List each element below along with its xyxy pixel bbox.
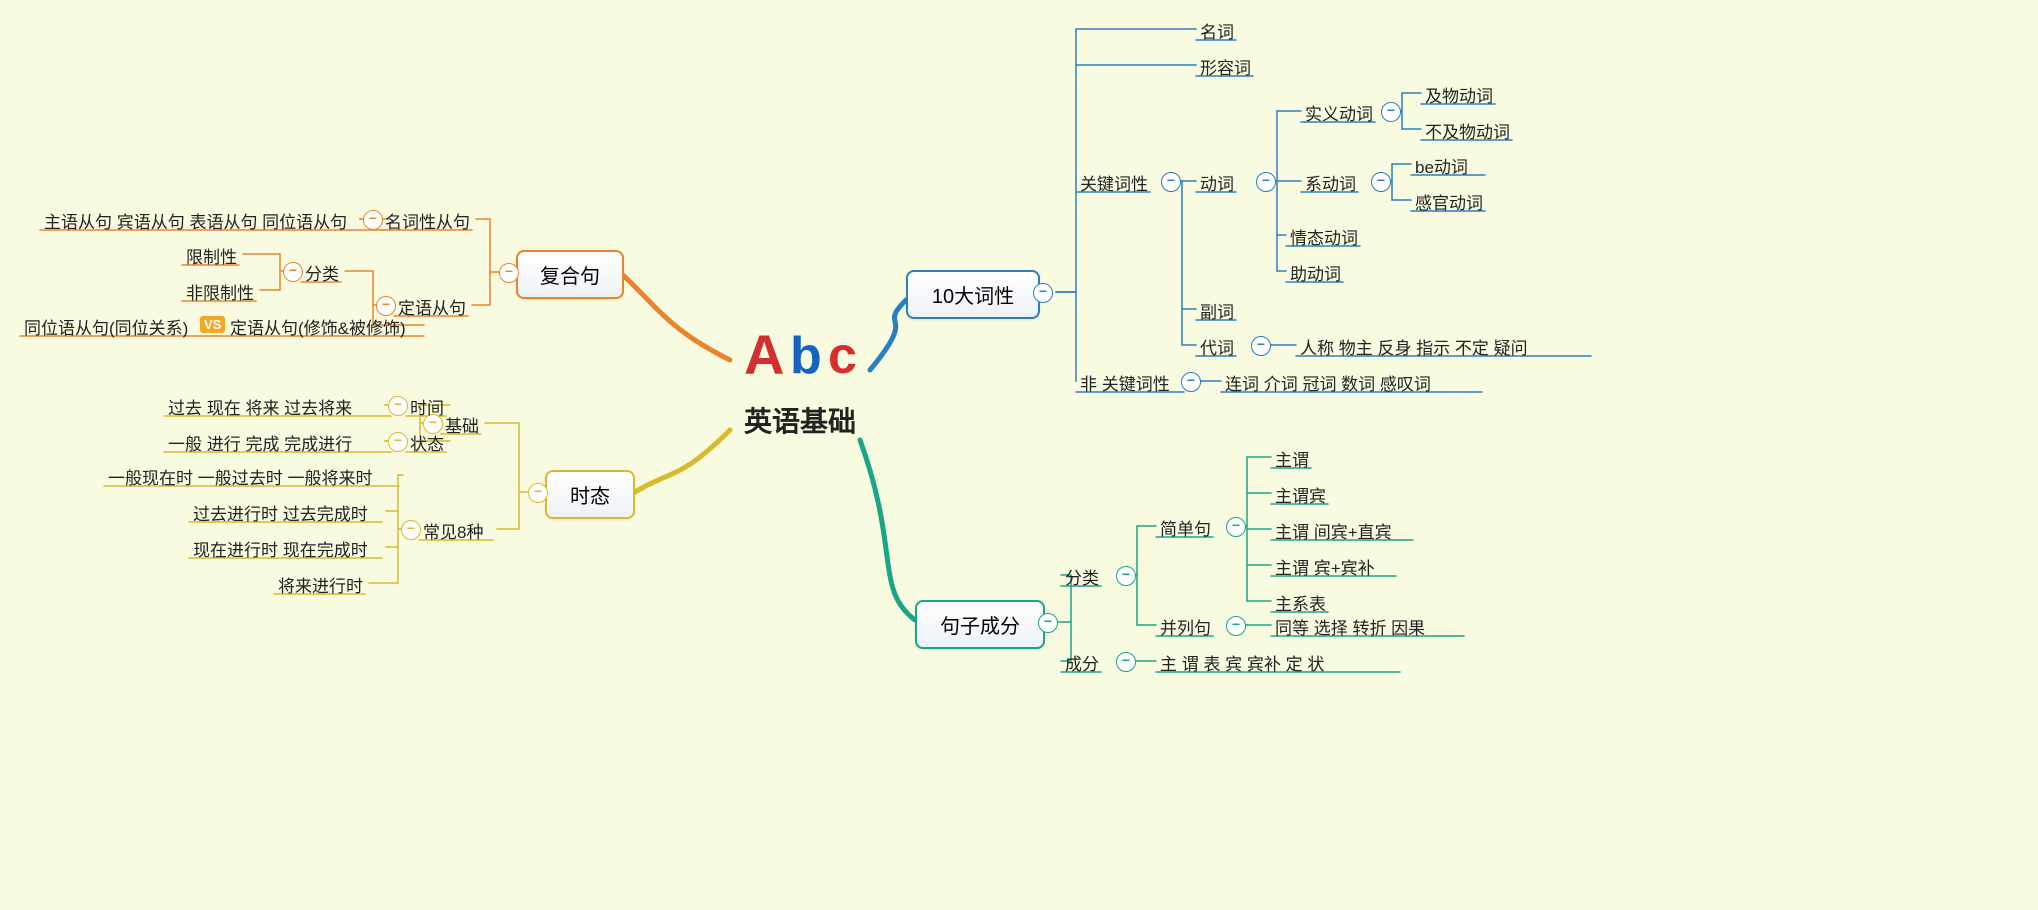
logo-letter-1: b	[790, 326, 822, 386]
node-分类: 分类	[1065, 564, 1099, 589]
node-将来进行时: 将来进行时	[278, 572, 363, 597]
logo-letter-2: c	[828, 326, 857, 386]
branch-10-pos[interactable]: 10大词性	[906, 270, 1040, 319]
collapse-简单句[interactable]: −	[1226, 517, 1246, 537]
logo-letter-0: A	[744, 322, 784, 387]
collapse-complex[interactable]: −	[499, 263, 519, 283]
node-主谓 宾+宾补: 主谓 宾+宾补	[1275, 554, 1375, 579]
collapse-非 关键词性[interactable]: −	[1181, 372, 1201, 392]
collapse-tense[interactable]: −	[528, 483, 548, 503]
node-实义动词: 实义动词	[1305, 100, 1373, 125]
node-分类: 分类	[305, 260, 339, 285]
node-人称 物主 反身 指示 不定 疑问: 人称 物主 反身 指示 不定 疑问	[1300, 334, 1528, 359]
collapse-分类[interactable]: −	[283, 262, 303, 282]
node-及物动词: 及物动词	[1425, 82, 1493, 107]
node-形容词: 形容词	[1200, 54, 1251, 79]
collapse-10pos[interactable]: −	[1033, 283, 1053, 303]
node-主系表: 主系表	[1275, 590, 1326, 615]
collapse-状态[interactable]: −	[388, 432, 408, 452]
node-感官动词: 感官动词	[1415, 189, 1483, 214]
node-非 关键词性: 非 关键词性	[1080, 370, 1170, 395]
node-现在进行时 现在完成时: 现在进行时 现在完成时	[193, 536, 368, 561]
collapse-分类[interactable]: −	[1116, 566, 1136, 586]
node-不及物动词: 不及物动词	[1425, 118, 1510, 143]
node-主谓 间宾+直宾: 主谓 间宾+直宾	[1275, 518, 1392, 543]
node-主 谓 表 宾 宾补 定 状: 主 谓 表 宾 宾补 定 状	[1160, 650, 1324, 675]
node-be动词: be动词	[1415, 153, 1468, 178]
branch-tense[interactable]: 时态	[545, 470, 635, 519]
vs-badge: VS	[200, 316, 225, 333]
node-定语从句: 定语从句	[398, 294, 466, 319]
node-主谓宾: 主谓宾	[1275, 482, 1326, 507]
node-状态: 状态	[410, 430, 444, 455]
node-连词 介词 冠词 数词 感叹词: 连词 介词 冠词 数词 感叹词	[1225, 370, 1431, 395]
vs-suffix: 定语从句(修饰&被修饰)	[230, 314, 406, 339]
node-关键词性: 关键词性	[1080, 170, 1148, 195]
node-名词: 名词	[1200, 18, 1234, 43]
node-时间: 时间	[410, 394, 444, 419]
node-一般现在时 一般过去时 一般将来时: 一般现在时 一般过去时 一般将来时	[108, 464, 372, 489]
node-非限制性: 非限制性	[186, 279, 254, 304]
node-基础: 基础	[445, 412, 479, 437]
node-主谓: 主谓	[1275, 446, 1309, 471]
node-过去 现在 将来 过去将来: 过去 现在 将来 过去将来	[168, 394, 352, 419]
node-限制性: 限制性	[186, 243, 237, 268]
node-成分: 成分	[1065, 650, 1099, 675]
collapse-关键词性[interactable]: −	[1161, 172, 1181, 192]
collapse-成分[interactable]: −	[1116, 652, 1136, 672]
node-主语从句 宾语从句 表语从句 同位语从句: 主语从句 宾语从句 表语从句 同位语从句	[44, 208, 347, 233]
collapse-sentence[interactable]: −	[1038, 613, 1058, 633]
collapse-常见8种[interactable]: −	[401, 520, 421, 540]
branch-sentence[interactable]: 句子成分	[915, 600, 1045, 649]
node-常见8种: 常见8种	[423, 518, 483, 543]
node-代词: 代词	[1200, 334, 1234, 359]
node-系动词: 系动词	[1305, 170, 1356, 195]
collapse-时间[interactable]: −	[388, 396, 408, 416]
collapse-名词性从句[interactable]: −	[363, 210, 383, 230]
collapse-动词[interactable]: −	[1256, 172, 1276, 192]
collapse-并列句[interactable]: −	[1226, 616, 1246, 636]
collapse-实义动词[interactable]: −	[1381, 102, 1401, 122]
collapse-代词[interactable]: −	[1251, 336, 1271, 356]
collapse-定语从句[interactable]: −	[376, 296, 396, 316]
node-过去进行时 过去完成时: 过去进行时 过去完成时	[193, 500, 368, 525]
node-一般 进行 完成 完成进行: 一般 进行 完成 完成进行	[168, 430, 352, 455]
node-简单句: 简单句	[1160, 515, 1211, 540]
node-名词性从句: 名词性从句	[385, 208, 470, 233]
vs-comparison: 同位语从句(同位关系)	[24, 314, 188, 339]
center-title: 英语基础	[744, 400, 856, 440]
node-同等 选择 转折 因果: 同等 选择 转折 因果	[1275, 614, 1425, 639]
collapse-系动词[interactable]: −	[1371, 172, 1391, 192]
node-情态动词: 情态动词	[1290, 224, 1358, 249]
branch-complex[interactable]: 复合句	[516, 250, 624, 299]
node-副词: 副词	[1200, 298, 1234, 323]
node-动词: 动词	[1200, 170, 1234, 195]
node-助动词: 助动词	[1290, 260, 1341, 285]
node-并列句: 并列句	[1160, 614, 1211, 639]
